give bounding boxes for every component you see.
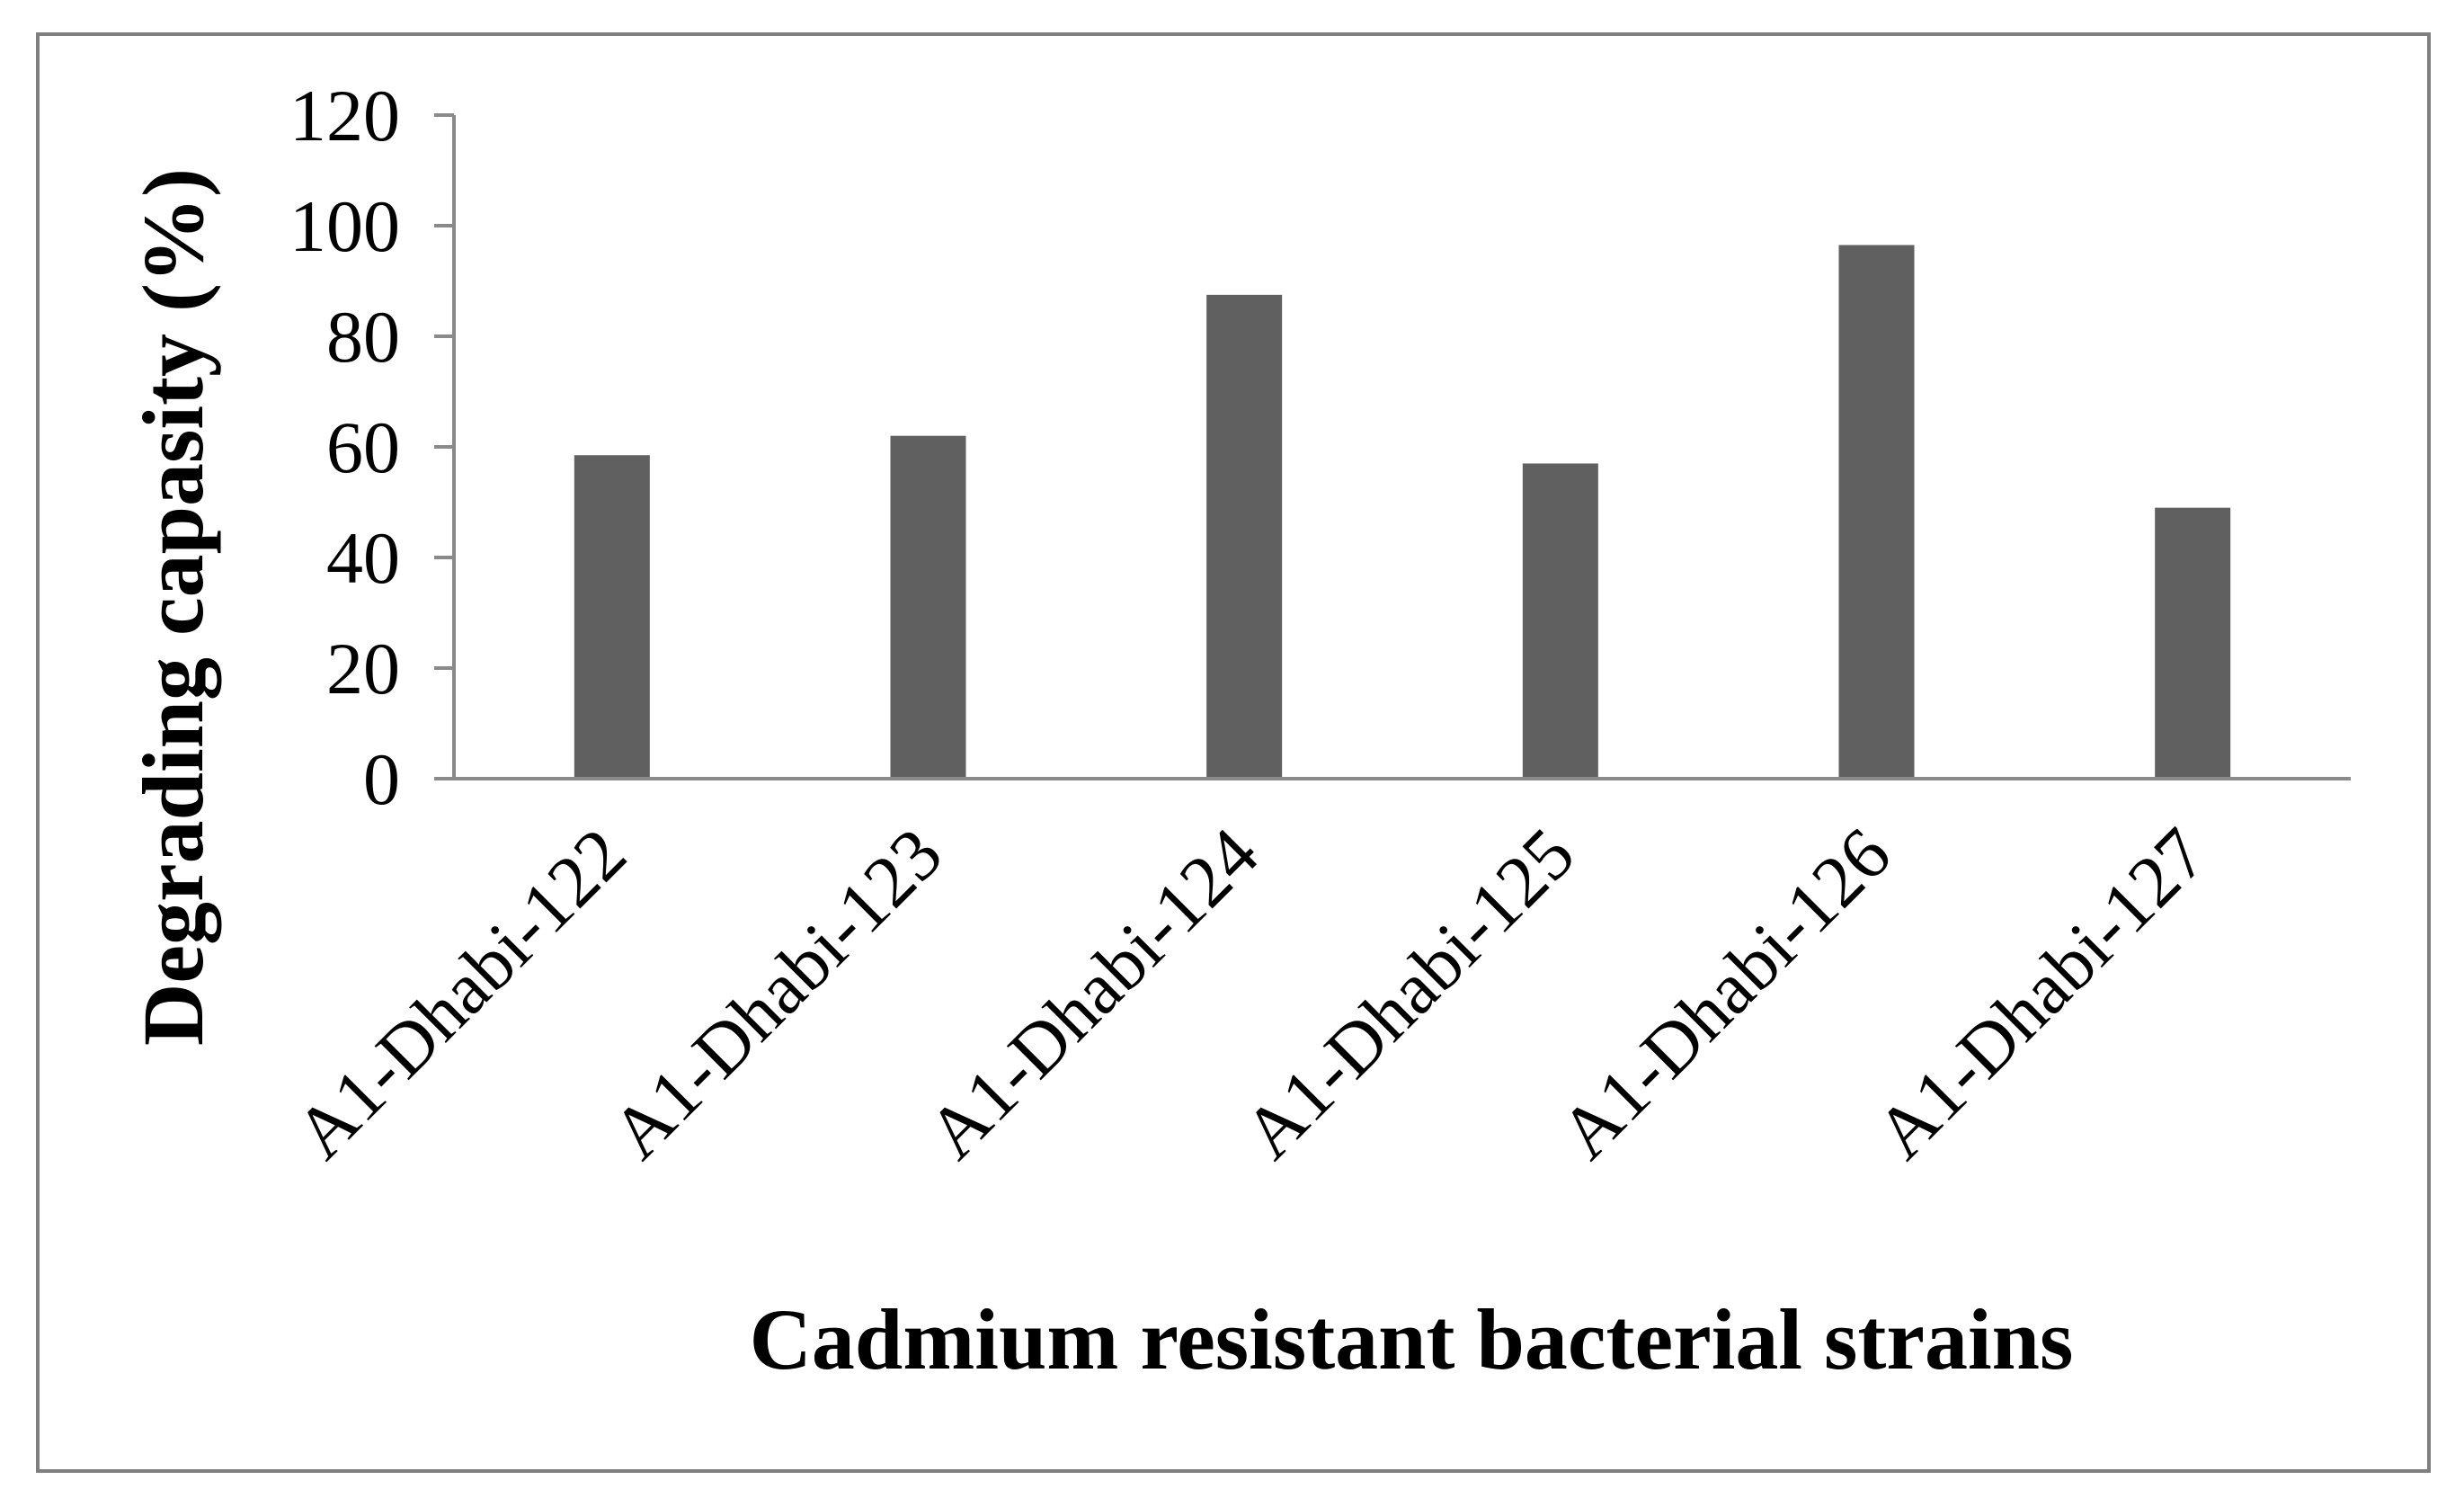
bar xyxy=(1838,245,1915,779)
y-axis-title: Degrading capasity (%) xyxy=(125,168,221,1046)
bar xyxy=(890,435,966,779)
y-tick-label: 100 xyxy=(289,185,400,267)
y-tick-label: 60 xyxy=(326,406,400,488)
y-tick-label: 40 xyxy=(326,517,400,599)
bar xyxy=(2155,507,2231,779)
y-tick-label: 0 xyxy=(363,738,400,820)
y-tick-label: 120 xyxy=(289,75,400,156)
y-tick-label: 80 xyxy=(326,296,400,378)
y-tick-label: 20 xyxy=(326,628,400,709)
bar xyxy=(574,455,650,779)
bar xyxy=(1206,294,1283,779)
bar xyxy=(1522,463,1598,779)
x-axis-title: Cadmium resistant bacterial strains xyxy=(750,1291,2074,1387)
